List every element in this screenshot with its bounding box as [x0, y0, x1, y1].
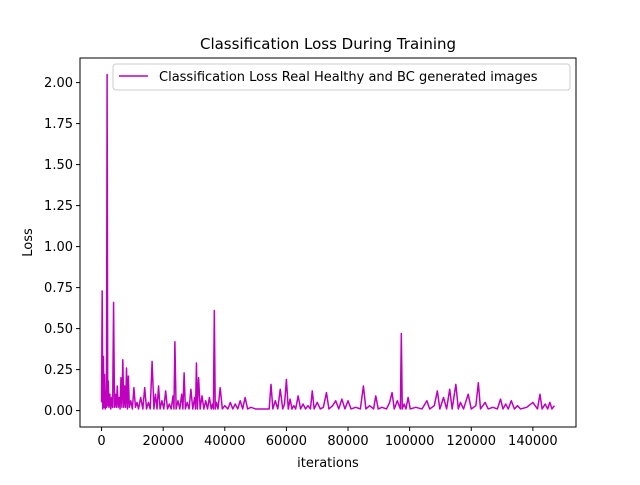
legend-box	[112, 63, 571, 91]
y-tick-label-5: 1.25	[44, 199, 73, 214]
y-tick-label-6: 1.50	[44, 158, 73, 173]
x-tick-label-4: 80000	[327, 434, 368, 449]
x-tick-label-3: 60000	[266, 434, 307, 449]
x-tick-label-5: 100000	[385, 434, 435, 449]
chart-title: Classification Loss During Training	[200, 35, 456, 53]
plot-area	[100, 73, 556, 410]
x-axis-label: iterations	[297, 456, 359, 471]
x-tick-label-2: 40000	[204, 434, 245, 449]
legend: Classification Loss Real Healthy and BC …	[112, 63, 571, 91]
x-tick-label-0: 0	[97, 434, 105, 449]
y-tick-label-7: 1.75	[44, 117, 73, 132]
x-tick-label-7: 140000	[508, 434, 558, 449]
y-axis: 0.00 0.25 0.50 0.75 1.00 1.25 1.50 1.75 2.00	[44, 76, 80, 419]
x-tick-label-6: 120000	[446, 434, 496, 449]
y-tick-label-2: 0.50	[44, 322, 73, 337]
series-line-0	[100, 73, 556, 410]
y-tick-label-0: 0.00	[44, 404, 73, 419]
plot-frame	[79, 57, 577, 428]
legend-label: Classification Loss Real Healthy and BC …	[159, 70, 538, 85]
y-tick-label-3: 0.75	[44, 281, 73, 296]
x-tick-label-1: 20000	[143, 434, 184, 449]
y-tick-label-1: 0.25	[44, 363, 73, 378]
x-axis: 0 20000 40000 60000 80000 100000 120000 140000	[97, 427, 558, 449]
y-tick-label-4: 1.00	[44, 240, 73, 255]
y-axis-label: Loss	[21, 228, 36, 257]
y-tick-label-8: 2.00	[44, 76, 73, 91]
